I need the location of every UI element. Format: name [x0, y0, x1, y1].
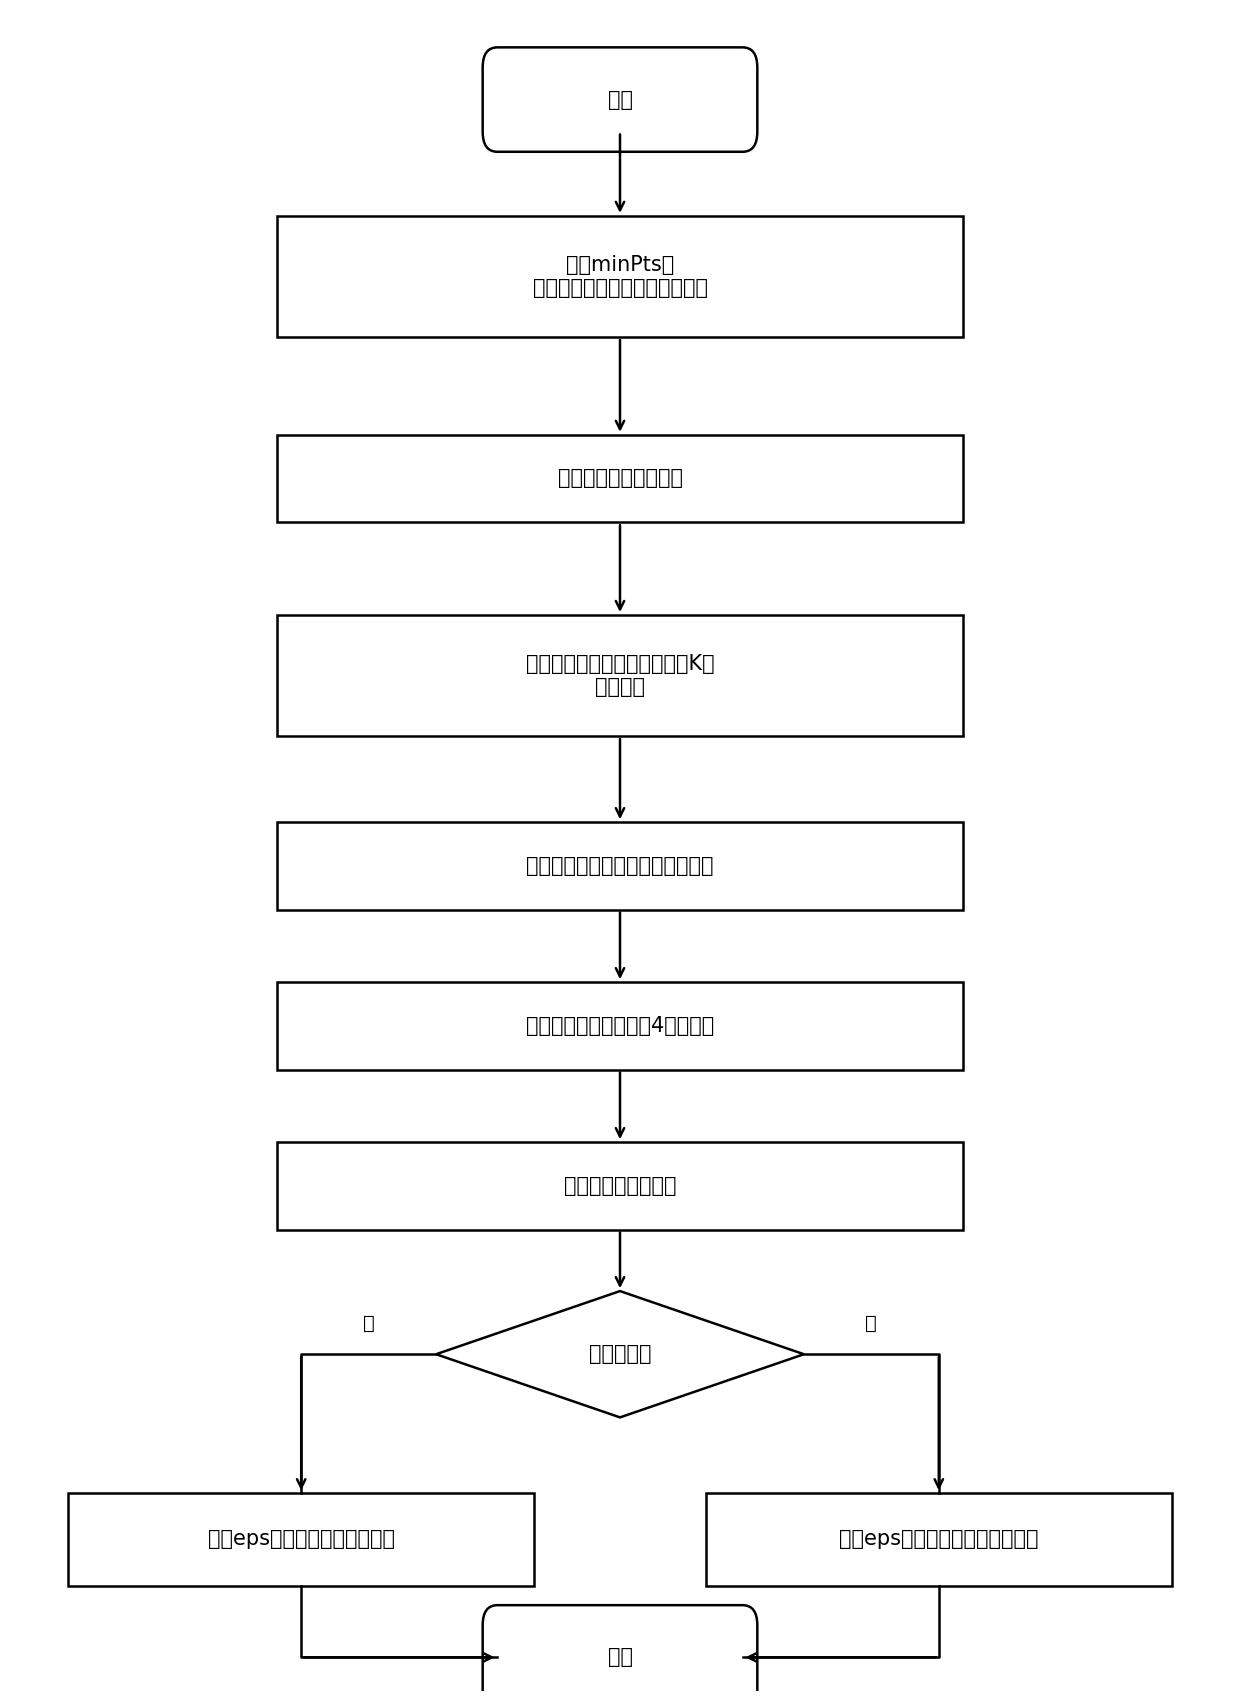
FancyBboxPatch shape: [482, 1605, 758, 1698]
Bar: [277, 216, 963, 336]
FancyBboxPatch shape: [482, 48, 758, 151]
Text: 计算线段组的距离矩阵: 计算线段组的距离矩阵: [558, 469, 682, 489]
Bar: [68, 1493, 534, 1586]
Text: 开始: 开始: [608, 90, 632, 110]
Text: 是: 是: [363, 1314, 374, 1333]
Bar: [706, 1493, 1172, 1586]
Text: 设置minPts为
有效观测到车道线的次数的阈值: 设置minPts为 有效观测到车道线的次数的阈值: [532, 255, 708, 299]
Text: 把距离的分布转换成累积概率曲线: 把距离的分布转换成累积概率曲线: [526, 856, 714, 876]
Bar: [277, 981, 963, 1070]
Bar: [277, 615, 963, 737]
Bar: [277, 822, 963, 910]
Text: 曲线有拐点: 曲线有拐点: [589, 1345, 651, 1363]
Text: 用二阶导求曲线拐点: 用二阶导求曲线拐点: [564, 1175, 676, 1195]
Bar: [277, 1143, 963, 1229]
Text: 按从小到大排列当前线段到第K条
线的距离: 按从小到大排列当前线段到第K条 线的距离: [526, 654, 714, 698]
Bar: [277, 435, 963, 523]
Text: 设置eps参数为距离数组的中位数: 设置eps参数为距离数组的中位数: [839, 1530, 1039, 1550]
Text: 结束: 结束: [608, 1647, 632, 1667]
Text: 设置eps参数为拐点对应的距离: 设置eps参数为拐点对应的距离: [208, 1530, 394, 1550]
Text: 否: 否: [866, 1314, 877, 1333]
Polygon shape: [436, 1290, 804, 1418]
Text: 把累积概率曲线拟合成4次多项式: 把累积概率曲线拟合成4次多项式: [526, 1015, 714, 1036]
